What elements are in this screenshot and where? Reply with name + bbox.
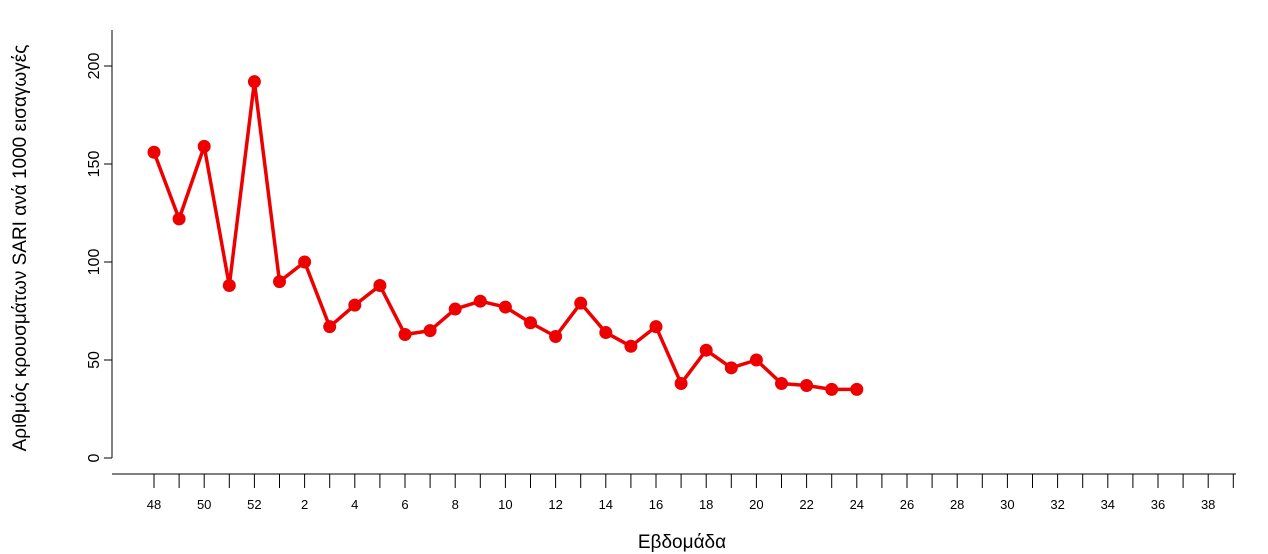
data-point [775, 377, 788, 391]
x-axis: 48 50 52 2 4 6 8 10 12 14 16 18 20 22 24 26 28 30 32 34 36 38 [112, 473, 1236, 512]
data-point [524, 316, 537, 330]
x-tick-label: 34 [1101, 497, 1115, 512]
series-line [152, 79, 857, 392]
data-point [222, 279, 236, 293]
data-point [348, 298, 362, 312]
x-tick-label: 30 [1000, 497, 1014, 512]
data-point [498, 300, 512, 314]
data-point [473, 294, 487, 308]
data-point [800, 378, 814, 392]
x-tick-label: 2 [301, 497, 308, 512]
data-point [273, 275, 286, 289]
x-tick-label: 18 [699, 497, 713, 512]
data-point [323, 320, 337, 334]
x-tick-label: 22 [799, 497, 813, 512]
data-point [825, 382, 839, 396]
data-point [373, 279, 387, 293]
data-point [699, 343, 713, 357]
y-tick-label: 50 [86, 351, 103, 369]
y-axis: 0 50 100 150 200 [86, 30, 113, 462]
data-point [423, 324, 437, 338]
x-tick-label: 24 [850, 497, 864, 512]
x-tick-label: 26 [900, 497, 914, 512]
data-point [147, 145, 161, 159]
y-tick-label: 0 [86, 453, 103, 462]
data-point [724, 361, 738, 375]
x-tick-label: 32 [1050, 497, 1064, 512]
data-point [197, 139, 211, 153]
data-point [398, 328, 412, 342]
x-tick-label: 52 [247, 497, 261, 512]
data-point [247, 75, 261, 89]
x-tick-label: 6 [401, 497, 408, 512]
x-tick-label: 48 [147, 497, 161, 512]
x-tick-label: 10 [498, 497, 512, 512]
data-point [749, 353, 763, 367]
x-tick-label: 14 [599, 497, 613, 512]
data-point [624, 339, 638, 353]
data-point [674, 377, 688, 391]
x-tick-label: 12 [548, 497, 562, 512]
y-tick-label: 200 [86, 53, 103, 80]
x-tick-label: 8 [452, 497, 459, 512]
data-point [649, 320, 663, 334]
data-point [298, 255, 312, 269]
x-tick-label: 36 [1151, 497, 1165, 512]
data-point [172, 212, 186, 226]
x-tick-label: 50 [197, 497, 211, 512]
x-tick-label: 16 [649, 497, 663, 512]
data-point [599, 326, 613, 340]
data-point [574, 296, 588, 310]
x-axis-title: Εβδομάδα [638, 532, 726, 553]
data-point [850, 382, 864, 396]
y-axis-title: Αριθμός κρουσμάτων SARI ανά 1000 εισαγωγ… [10, 45, 31, 452]
x-tick-label: 38 [1201, 497, 1215, 512]
series-layer [147, 75, 864, 396]
y-tick-label: 100 [86, 249, 103, 276]
data-point [549, 329, 563, 343]
y-tick-label: 150 [86, 151, 103, 178]
x-tick-label: 20 [749, 497, 763, 512]
x-tick-label: 28 [950, 497, 964, 512]
x-tick-label: 4 [351, 497, 358, 512]
data-point [448, 302, 462, 316]
